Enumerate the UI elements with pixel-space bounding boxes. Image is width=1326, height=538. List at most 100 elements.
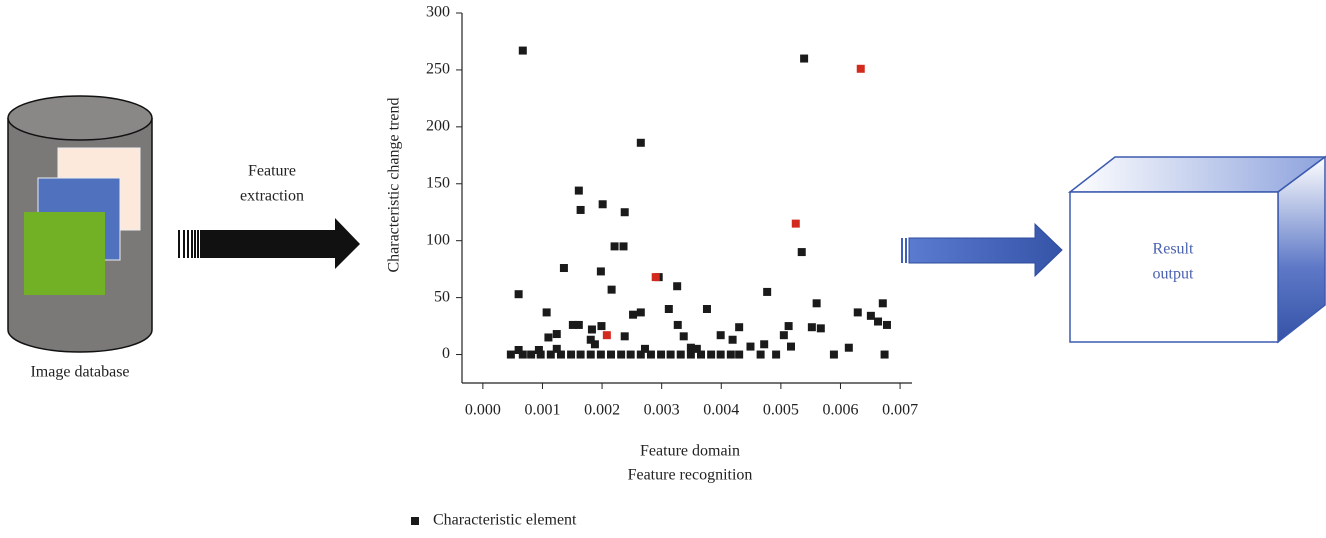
- point: [679, 332, 688, 341]
- point: [626, 350, 635, 359]
- black-arrow: [178, 218, 360, 269]
- extraction-label: Feature: [248, 163, 296, 180]
- point: [763, 287, 772, 296]
- y-axis-label: Characteristic change trend: [386, 97, 403, 272]
- legend-label: Characteristic element: [433, 512, 577, 529]
- y-tick-label: 200: [426, 118, 450, 135]
- point: [673, 282, 682, 291]
- point: [544, 333, 553, 342]
- point: [787, 342, 796, 351]
- point: [629, 310, 638, 319]
- point: [559, 264, 568, 273]
- point: [587, 325, 596, 334]
- point: [797, 248, 806, 257]
- point: [636, 350, 645, 359]
- point: [697, 350, 706, 359]
- point: [651, 273, 660, 282]
- point: [542, 308, 551, 317]
- point: [607, 350, 616, 359]
- point: [574, 186, 583, 195]
- point: [772, 350, 781, 359]
- result-label: Result: [1153, 241, 1194, 258]
- point: [812, 299, 821, 308]
- x-tick-label: 0.004: [703, 402, 739, 419]
- point: [536, 350, 545, 359]
- x-tick-label: 0.005: [763, 402, 799, 419]
- point: [636, 138, 645, 147]
- point: [590, 340, 599, 349]
- point: [853, 308, 862, 317]
- point: [607, 285, 616, 294]
- point: [666, 350, 675, 359]
- result-box: [1067, 155, 1326, 344]
- point: [602, 331, 611, 340]
- point: [576, 205, 585, 214]
- point: [756, 350, 765, 359]
- point: [829, 350, 838, 359]
- point: [596, 350, 605, 359]
- point: [574, 320, 583, 329]
- point: [576, 350, 585, 359]
- point: [692, 344, 701, 353]
- point: [882, 320, 891, 329]
- x-tick-label: 0.003: [644, 402, 680, 419]
- point: [619, 242, 628, 251]
- x-tick-label: 0.006: [822, 402, 858, 419]
- point: [880, 350, 889, 359]
- point: [546, 350, 555, 359]
- point: [506, 350, 515, 359]
- point: [556, 350, 565, 359]
- point: [598, 200, 607, 209]
- y-tick-label: 50: [434, 288, 450, 305]
- x-axis-label: Feature recognition: [628, 467, 753, 484]
- point: [760, 340, 769, 349]
- point: [816, 324, 825, 333]
- point: [716, 350, 725, 359]
- point: [568, 320, 577, 329]
- point: [636, 308, 645, 317]
- point: [518, 46, 527, 55]
- point: [673, 320, 682, 329]
- point: [874, 317, 883, 326]
- point: [807, 323, 816, 332]
- point: [844, 343, 853, 352]
- point: [597, 322, 606, 331]
- x-axis-label: Feature domain: [640, 443, 740, 460]
- x-tick-label: 0.002: [584, 402, 620, 419]
- point: [866, 311, 875, 320]
- extraction-label: extraction: [240, 188, 304, 205]
- point: [646, 350, 655, 359]
- point: [686, 350, 695, 359]
- result-label: output: [1153, 266, 1194, 283]
- y-tick-label: 250: [426, 61, 450, 78]
- point: [617, 350, 626, 359]
- point: [676, 350, 685, 359]
- legend-swatch: [411, 517, 419, 525]
- point: [707, 350, 716, 359]
- point: [640, 344, 649, 353]
- point: [686, 343, 695, 352]
- point: [728, 335, 737, 344]
- point: [552, 330, 561, 339]
- x-tick-label: 0.000: [465, 402, 501, 419]
- point: [746, 342, 755, 351]
- y-tick-label: 150: [426, 174, 450, 191]
- point: [856, 64, 865, 73]
- point: [552, 344, 561, 353]
- database-label: Image database: [30, 364, 129, 381]
- y-tick-label: 0: [442, 345, 450, 362]
- x-tick-label: 0.007: [882, 402, 918, 419]
- point: [735, 323, 744, 332]
- point: [586, 335, 595, 344]
- point: [514, 290, 523, 299]
- point: [534, 345, 543, 354]
- point: [664, 305, 673, 313]
- point: [567, 350, 576, 359]
- x-tick-label: 0.001: [524, 402, 560, 419]
- point: [735, 350, 744, 359]
- point: [716, 331, 725, 340]
- blue-arrow: [901, 222, 1063, 278]
- point: [620, 208, 629, 217]
- point: [586, 350, 595, 359]
